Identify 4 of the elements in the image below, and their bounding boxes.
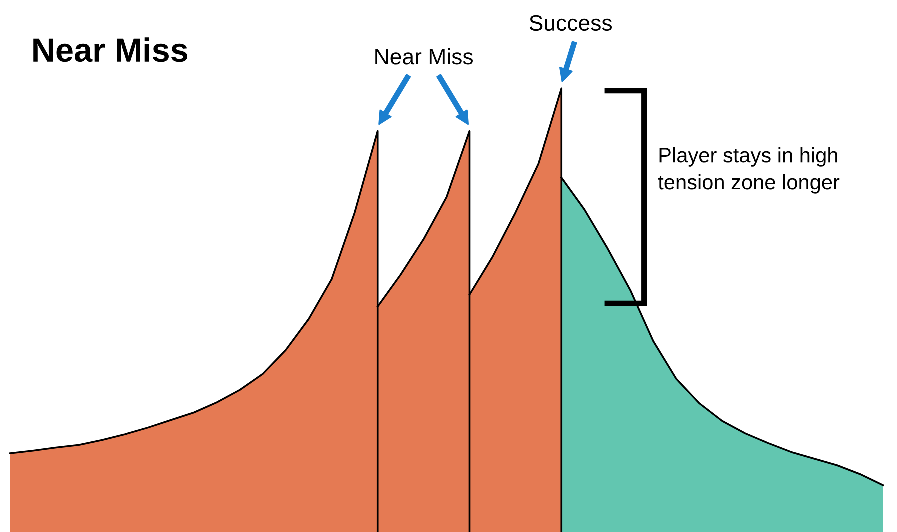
text: Success [530,15,612,32]
text: Near Miss [376,48,474,65]
annotation: Player stays in high tension zone longer [658,147,840,194]
chart-title: Near Miss [34,38,188,62]
